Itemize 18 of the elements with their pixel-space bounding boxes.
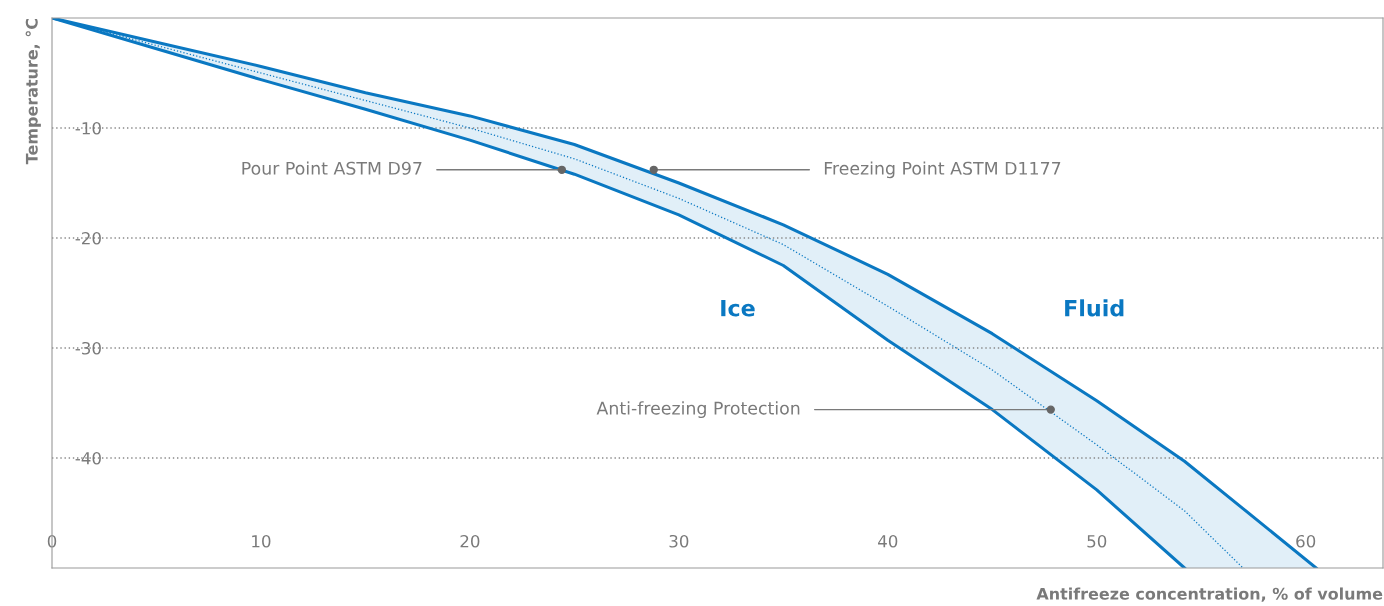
annotation: Anti-freezing Protection	[596, 401, 800, 418]
y-tick-label: -30	[75, 341, 101, 355]
annotation: Pour Point ASTM D97	[242, 161, 422, 175]
annotation: Fluid	[1065, 299, 1124, 317]
x-tick-label: 20	[460, 534, 480, 548]
x-tick-label: 0	[47, 534, 57, 548]
annotation: Freezing Point ASTM D1177	[824, 161, 1061, 179]
y-tick-label: -40	[75, 451, 101, 465]
y-tick-label: -10	[75, 121, 101, 135]
y-axis-title: Temperature, °C	[25, 19, 41, 165]
annotation: Ice	[721, 299, 755, 317]
x-tick-label: 10	[252, 534, 271, 548]
x-tick-label: 40	[878, 534, 898, 548]
x-tick-label: 50	[1087, 534, 1107, 548]
x-axis-title: Antifreeze concentration, % of volume	[1036, 587, 1383, 602]
x-tick-label: 60	[1296, 534, 1316, 548]
y-tick-label: -20	[75, 231, 101, 245]
x-tick-label: 30	[669, 534, 689, 548]
